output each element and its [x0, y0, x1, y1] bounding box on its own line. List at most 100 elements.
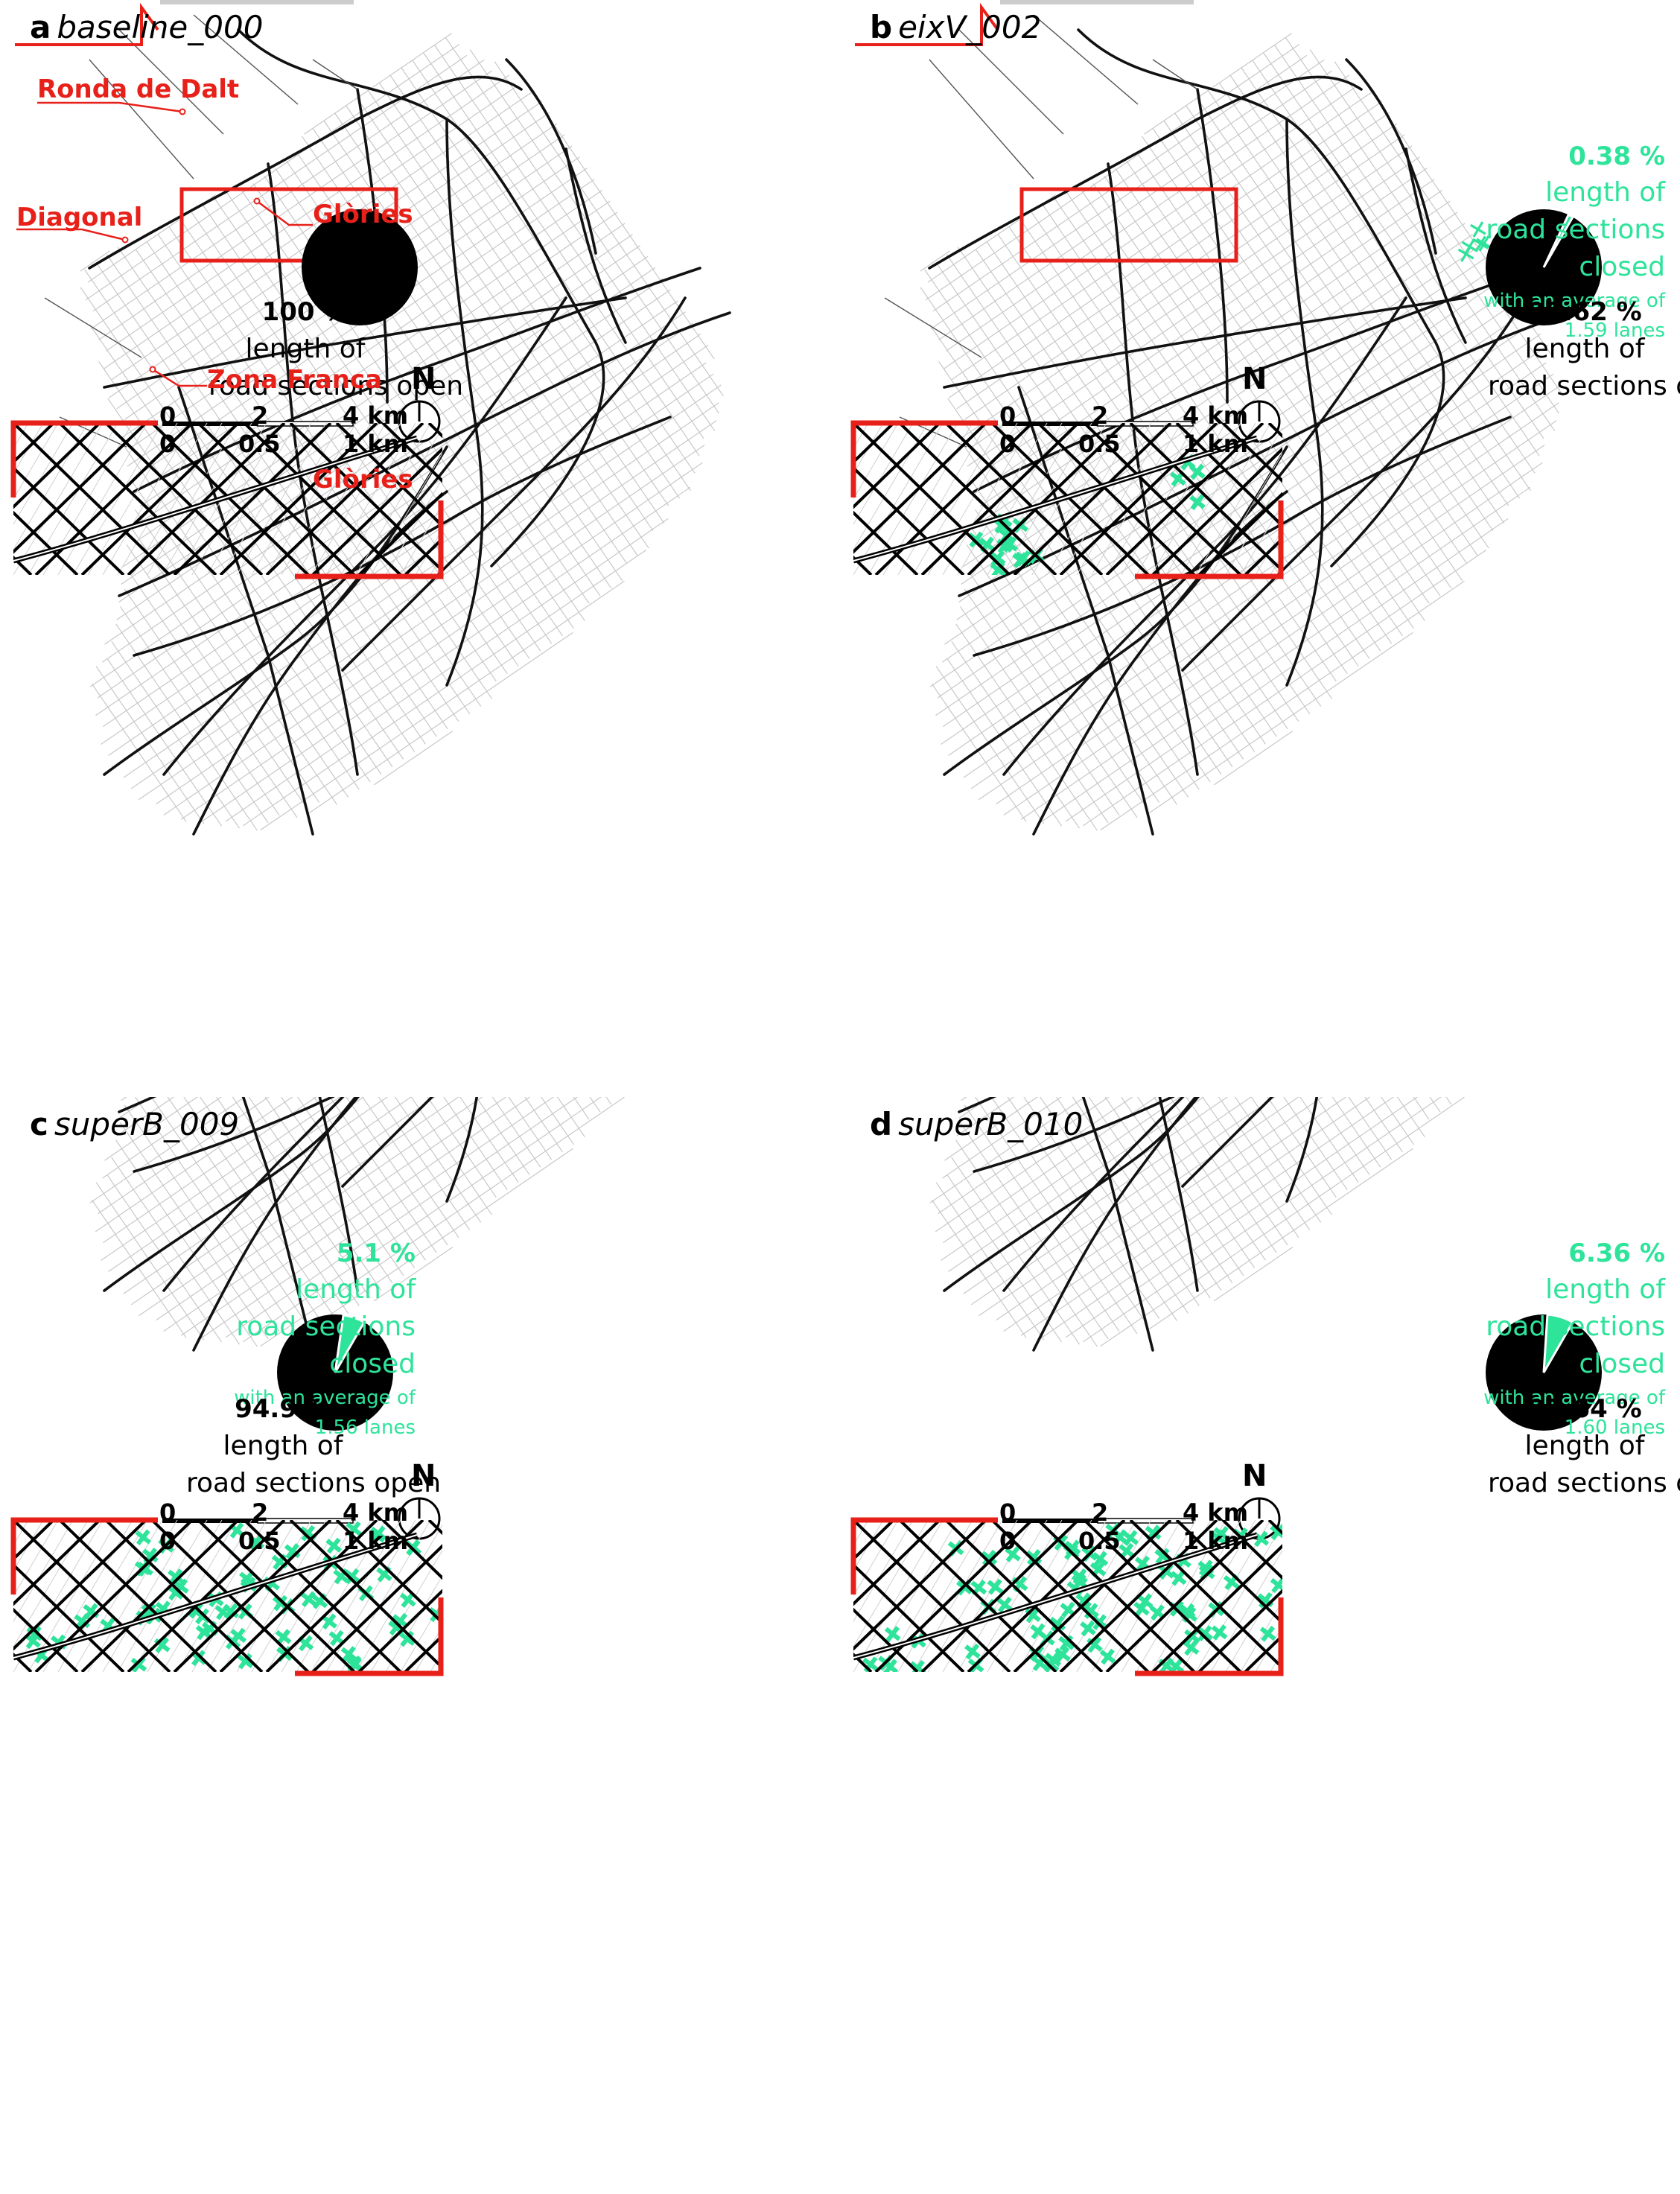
- inset-closed-road: [1093, 1551, 1107, 1568]
- inset-major-road: [1244, 536, 1282, 575]
- minor-road: [469, 49, 720, 414]
- inset-minor-road: [1330, 1520, 1419, 1672]
- map-svg: [10, 0, 746, 836]
- inset-closed-road: [987, 1578, 1002, 1595]
- minor-road: [1331, 1097, 1381, 1168]
- minor-road: [215, 1097, 360, 1306]
- inset-diagonal-median: [13, 1534, 418, 1659]
- minor-road: [979, 189, 1443, 507]
- scale-bar-segment: [1002, 422, 1098, 426]
- minor-road: [367, 90, 665, 524]
- minor-road: [232, 1097, 371, 1299]
- minor-road: [179, 218, 497, 682]
- inset-major-road: [521, 1520, 678, 1672]
- minor-road: [941, 1097, 1181, 1262]
- minor-road: [1202, 1097, 1299, 1239]
- place-label-zona: Zona Franca: [207, 365, 383, 395]
- major-road: [162, 296, 567, 776]
- minor-road: [401, 67, 691, 492]
- inset-major-road: [853, 423, 1011, 575]
- scale-label-inset: 0: [999, 430, 1016, 458]
- inset-minor-road: [1315, 1520, 1404, 1672]
- inset-minor-road: [400, 1600, 442, 1672]
- minor-road: [156, 420, 717, 805]
- inset-closed-road: [911, 1659, 925, 1672]
- outskirt-road: [44, 297, 142, 358]
- minor-road: [990, 1097, 1149, 1327]
- minor-road: [948, 344, 1549, 756]
- minor-road: [963, 1097, 1252, 1294]
- minor-road: [931, 683, 1027, 822]
- closed-caption-line: closed: [1579, 252, 1665, 282]
- inset-minor-road: [1031, 423, 1122, 575]
- inset-minor-road: [897, 423, 988, 575]
- minor-road: [104, 1097, 199, 1161]
- inset-major-road: [197, 423, 356, 575]
- inset-minor-road: [1121, 423, 1212, 575]
- minor-road: [961, 1097, 967, 1101]
- scale-bar: [1002, 1518, 1194, 1524]
- major-road: [445, 118, 484, 687]
- outskirt-road: [118, 29, 224, 135]
- minor-road: [1065, 1097, 1419, 1338]
- open-caption-line: length of: [223, 1431, 343, 1461]
- major-road: [1002, 1097, 1185, 1292]
- inset-major-road: [1151, 1544, 1282, 1672]
- minor-road: [80, 250, 110, 272]
- pie-closed-slice: [1542, 1313, 1575, 1373]
- scenario-name: superB_009: [54, 1106, 240, 1142]
- inset-minor-road: [1091, 423, 1182, 575]
- open-stat: 94.9 % length of road sections open: [186, 1390, 441, 1502]
- major-road: [1345, 58, 1437, 255]
- minor-road: [124, 588, 280, 816]
- title-bracket-line: [15, 2, 159, 46]
- scale-bar: [160, 0, 354, 427]
- minor-road: [935, 261, 1266, 745]
- inset-minor-road: [117, 1520, 208, 1672]
- inset-minor-road: [882, 423, 973, 575]
- minor-road: [951, 1157, 1080, 1345]
- minor-road: [1207, 90, 1505, 524]
- inset-major-road: [1384, 1520, 1540, 1672]
- inset-minor-road: [1195, 427, 1282, 575]
- inset-minor-road: [72, 1520, 163, 1672]
- inset-major-road: [1083, 1520, 1242, 1672]
- minor-road: [944, 86, 1358, 369]
- inset-closed-road: [301, 1591, 316, 1608]
- inset-major-road: [1197, 1589, 1282, 1672]
- inset-closed-road: [168, 1568, 183, 1585]
- major-road: [1285, 118, 1324, 687]
- minor-road: [132, 482, 349, 798]
- inset-major-road: [289, 423, 442, 573]
- open-percent: 100 %: [261, 297, 349, 327]
- major-road: [505, 58, 597, 255]
- minor-road: [1267, 1097, 1337, 1198]
- inset-major-road: [219, 1520, 378, 1672]
- closed-stat: 5.1 % length of road sections closed with an…: [234, 1236, 416, 1443]
- minor-road: [1153, 1097, 1266, 1261]
- inset-minor-road: [191, 1520, 282, 1672]
- inset-minor-road: [251, 423, 342, 575]
- closed-road: [1472, 221, 1484, 238]
- scale-label-km: 0: [159, 401, 176, 430]
- scale-labels: 0 2 4 km 0 0.5 1 km: [996, 1499, 1248, 1554]
- minor-road: [975, 249, 1299, 722]
- major-road: [192, 1097, 358, 1352]
- outskirt-roads: [884, 14, 1198, 448]
- panel-title: c superB_009: [30, 1106, 239, 1142]
- place-leader-line: [152, 368, 207, 387]
- minor-road: [981, 178, 1436, 489]
- minor-road: [969, 145, 1413, 449]
- minor-road: [1020, 462, 1543, 820]
- inset-closed-road: [299, 1635, 313, 1652]
- inset-major-road: [427, 1520, 442, 1536]
- outskirt-road: [929, 59, 1034, 179]
- inset-closed-road: [1013, 552, 1028, 568]
- inset-major-road: [590, 423, 746, 575]
- north-label: N: [1242, 1459, 1267, 1493]
- scale-label-inset: 1 km: [343, 1527, 409, 1555]
- major-road: [1081, 1097, 1154, 1352]
- inset-closed-road: [1050, 1615, 1065, 1632]
- inset-minor-road: [28, 1520, 118, 1672]
- minor-road: [1023, 1097, 1178, 1321]
